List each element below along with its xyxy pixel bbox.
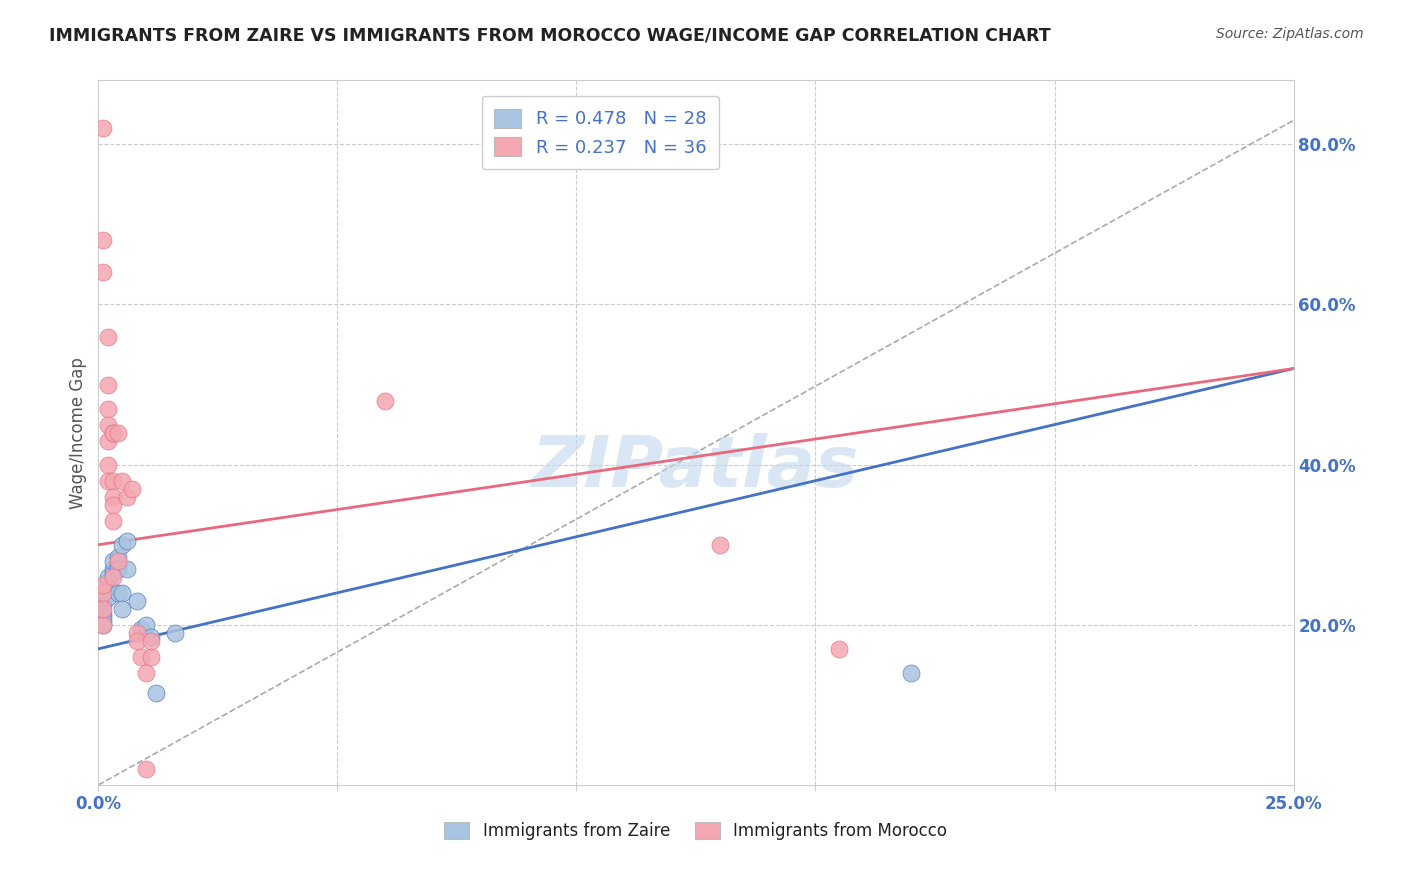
- Point: [163, 625, 186, 640]
- Point: [91, 598, 114, 612]
- Point: [125, 625, 148, 640]
- Point: [97, 401, 120, 416]
- Point: [97, 570, 120, 584]
- Point: [91, 121, 114, 136]
- Point: [101, 425, 124, 440]
- Point: [107, 586, 129, 600]
- Point: [91, 606, 114, 620]
- Point: [97, 474, 120, 488]
- Point: [97, 458, 120, 472]
- Point: [97, 417, 120, 432]
- Point: [91, 578, 114, 592]
- Point: [135, 665, 157, 680]
- Point: [139, 649, 162, 664]
- Point: [131, 622, 153, 636]
- Point: [111, 538, 134, 552]
- Point: [97, 329, 120, 343]
- Point: [374, 393, 396, 408]
- Point: [101, 514, 124, 528]
- Point: [107, 549, 129, 564]
- Legend: Immigrants from Zaire, Immigrants from Morocco: Immigrants from Zaire, Immigrants from M…: [437, 815, 955, 847]
- Point: [97, 590, 120, 604]
- Point: [125, 633, 148, 648]
- Point: [115, 533, 138, 548]
- Text: IMMIGRANTS FROM ZAIRE VS IMMIGRANTS FROM MOROCCO WAGE/INCOME GAP CORRELATION CHA: IMMIGRANTS FROM ZAIRE VS IMMIGRANTS FROM…: [49, 27, 1050, 45]
- Point: [115, 562, 138, 576]
- Point: [101, 570, 124, 584]
- Point: [115, 490, 138, 504]
- Point: [91, 234, 114, 248]
- Point: [121, 482, 143, 496]
- Text: Source: ZipAtlas.com: Source: ZipAtlas.com: [1216, 27, 1364, 41]
- Point: [101, 566, 124, 580]
- Point: [97, 377, 120, 392]
- Point: [91, 617, 114, 632]
- Point: [900, 665, 922, 680]
- Point: [111, 586, 134, 600]
- Point: [107, 562, 129, 576]
- Point: [91, 265, 114, 279]
- Point: [125, 594, 148, 608]
- Point: [139, 630, 162, 644]
- Point: [131, 649, 153, 664]
- Point: [111, 474, 134, 488]
- Point: [91, 601, 114, 615]
- Point: [91, 617, 114, 632]
- Point: [139, 633, 162, 648]
- Point: [828, 641, 851, 656]
- Point: [107, 558, 129, 572]
- Point: [91, 586, 114, 600]
- Point: [135, 617, 157, 632]
- Point: [107, 554, 129, 568]
- Point: [101, 562, 124, 576]
- Point: [101, 490, 124, 504]
- Point: [91, 609, 114, 624]
- Point: [97, 582, 120, 596]
- Point: [97, 434, 120, 448]
- Point: [111, 601, 134, 615]
- Point: [135, 762, 157, 776]
- Point: [91, 614, 114, 628]
- Point: [101, 425, 124, 440]
- Point: [101, 474, 124, 488]
- Y-axis label: Wage/Income Gap: Wage/Income Gap: [69, 357, 87, 508]
- Point: [709, 538, 731, 552]
- Point: [107, 425, 129, 440]
- Point: [101, 498, 124, 512]
- Text: ZIPatlas: ZIPatlas: [533, 434, 859, 502]
- Point: [97, 574, 120, 588]
- Point: [101, 554, 124, 568]
- Point: [145, 686, 167, 700]
